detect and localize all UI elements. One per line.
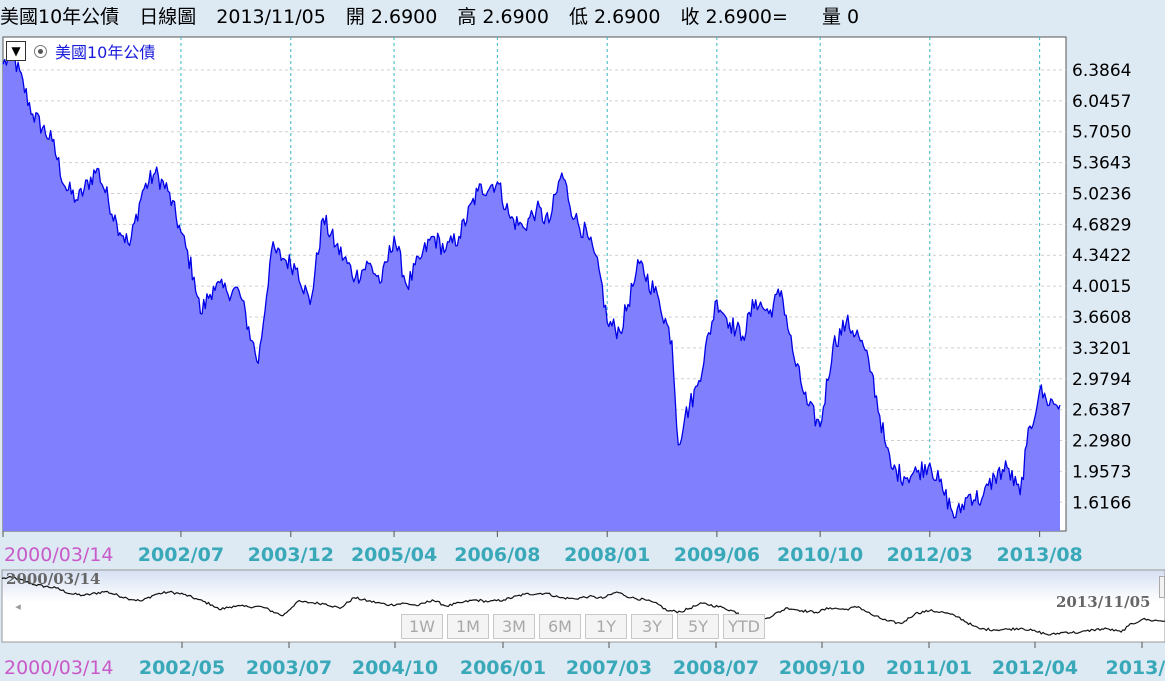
x-axis-labels: 2000/03/14 2002/07 2003/12 2005/04 2006/08 20… [2,531,1083,566]
x-tick-label: 2009/06 [674,544,760,566]
range-button-5y[interactable]: 5Y [677,614,719,639]
y-tick-label: 4.6829 [1072,215,1131,235]
y-tick-label: 1.6166 [1072,493,1131,513]
chart-legend: ▼ 美國10年公債 [6,40,155,62]
range-button-1m[interactable]: 1M [447,614,489,639]
close-label: 收 [680,6,700,28]
navigator-area [1,569,1165,643]
open-value: 2.6900 [370,6,438,28]
range-button-1w[interactable]: 1W [401,614,443,639]
scroll-right-handle[interactable] [1159,576,1165,598]
range-button-6m[interactable]: 6M [539,614,581,639]
y-tick-label: 2.9794 [1072,370,1131,390]
y-tick-label: 2.6387 [1072,401,1131,421]
legend-toggle-button[interactable]: ▼ [6,41,26,61]
x-tick-label: 2002/07 [138,544,224,566]
x-tick-label: 2003/12 [248,544,334,566]
navigator-x-axis-labels: 2000/03/14 2002/05 2003/07 2004/10 2006/01 20… [4,642,1165,679]
close-value: 2.6900 [705,6,772,28]
x-tick-label: 2000/03/14 [4,544,114,566]
y-tick-label: 6.0457 [1072,92,1131,112]
x-tick-label: 2006/08 [454,544,540,566]
nav-x-tick-label: 2000/03/14 [4,657,114,679]
main-chart[interactable]: 6.3864 6.0457 5.7050 5.3643 5.0236 4.6829 4.34… [0,0,1165,570]
nav-x-tick-label: 2012/04 [992,657,1078,679]
y-tick-label: 3.3201 [1072,339,1131,359]
quote-date: 2013/11/05 [216,6,326,28]
range-button-ytd[interactable]: YTD [723,614,765,639]
nav-x-tick-label: 2011/01 [886,657,972,679]
y-tick-label: 4.0015 [1072,277,1131,297]
arrow-left-icon: ◂ [15,599,21,613]
y-tick-label: 4.3422 [1072,246,1131,266]
series-radio-icon[interactable] [34,44,47,58]
nav-x-tick-label: 2004/10 [352,657,438,679]
nav-x-tick-label: 2006/01 [460,657,546,679]
low-value: 2.6900 [593,6,661,28]
quote-header: 美國10年公債 日線圖 2013/11/05 開 2.6900 高 2.6900 低… [0,0,1165,34]
legend-series-name: 美國10年公債 [55,43,156,62]
price-area [3,48,1060,532]
instrument-name: 美國10年公債 [0,6,120,28]
y-tick-label: 5.7050 [1072,123,1131,143]
price-line [2,47,1061,519]
x-tick-label: 2005/04 [351,544,437,566]
change-symbol: = [772,6,788,28]
triangle-down-icon: ▼ [11,44,21,58]
low-label: 低 [568,6,588,28]
x-tick-label: 2008/01 [564,544,650,566]
navigator-start-date: 2000/03/14 [6,570,101,588]
nav-x-tick-label: 2008/07 [673,657,759,679]
chart-kind: 日線圖 [139,6,197,28]
volume-value: 0 [846,6,860,28]
y-axis-labels: 6.3864 6.0457 5.7050 5.3643 5.0236 4.6829 4.34… [1072,61,1131,513]
y-tick-label: 2.2980 [1072,432,1131,452]
nav-x-tick-label: 2013/0 [1105,657,1165,679]
range-button-1y[interactable]: 1Y [585,614,627,639]
y-tick-label: 6.3864 [1072,61,1131,81]
x-tick-label: 2013/08 [997,544,1083,566]
nav-x-tick-label: 2003/07 [246,657,332,679]
y-tick-label: 1.9573 [1072,462,1131,482]
volume-label: 量 [821,6,841,28]
navigator-end-date: 2013/11/05 [1056,593,1151,611]
x-tick-label: 2012/03 [887,544,973,566]
nav-x-tick-label: 2002/05 [139,657,225,679]
y-tick-label: 3.6608 [1072,308,1131,328]
navigator-line [1,575,1165,636]
high-label: 高 [457,6,477,28]
range-button-3y[interactable]: 3Y [631,614,673,639]
high-value: 2.6900 [482,6,549,28]
nav-x-tick-label: 2007/03 [566,657,652,679]
nav-x-tick-label: 2009/10 [779,657,865,679]
scroll-left-button[interactable]: ◂ [2,572,34,640]
y-tick-label: 5.0236 [1072,184,1131,204]
y-tick-label: 5.3643 [1072,154,1131,174]
open-label: 開 [345,6,365,28]
range-button-3m[interactable]: 3M [493,614,535,639]
x-tick-label: 2010/10 [777,544,863,566]
